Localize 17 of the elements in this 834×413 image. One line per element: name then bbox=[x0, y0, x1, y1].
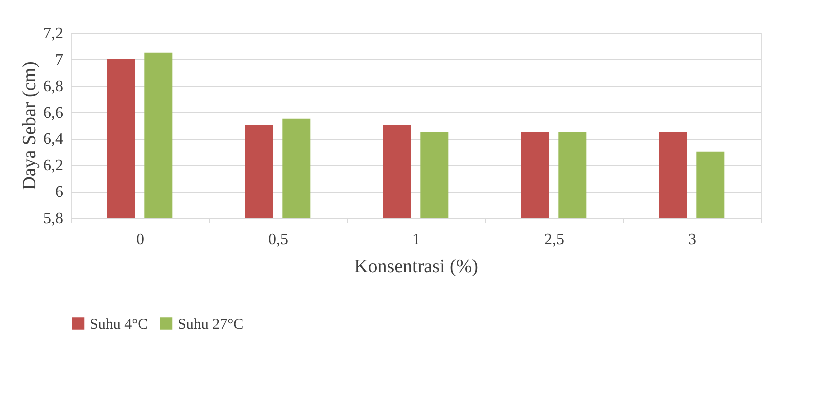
x-tick-label: 2,5 bbox=[544, 232, 564, 248]
y-tick-label: 6,6 bbox=[44, 104, 64, 122]
x-tick-label: 3 bbox=[688, 232, 696, 248]
y-axis-title: Daya Sebar (cm) bbox=[20, 62, 40, 190]
y-tick-label: 6,4 bbox=[44, 131, 64, 148]
y-tick-label: 6 bbox=[56, 184, 64, 202]
x-tick-label: 1 bbox=[412, 232, 420, 248]
y-tick-label: 5,8 bbox=[44, 210, 64, 228]
legend-label: Suhu 27°C bbox=[178, 316, 244, 333]
x-tick-label: 0 bbox=[136, 232, 144, 248]
y-tick-label: 7,2 bbox=[44, 26, 64, 42]
x-tick-label: 0,5 bbox=[268, 232, 288, 248]
y-tick-label: 7 bbox=[56, 52, 64, 69]
x-axis-title: Konsentrasi (%) bbox=[354, 256, 478, 278]
y-tick-label: 6,2 bbox=[44, 158, 64, 175]
legend-label: Suhu 4°C bbox=[90, 316, 148, 333]
y-tick-label: 6,8 bbox=[44, 78, 64, 96]
